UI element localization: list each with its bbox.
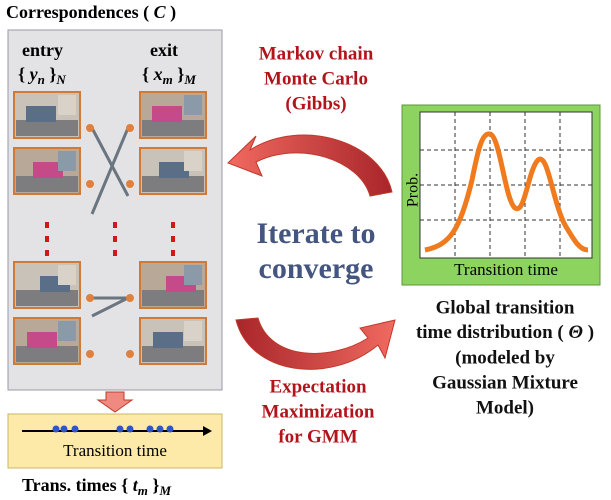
mcmc-label: (Gibbs) xyxy=(285,93,346,114)
arrow-to-panel xyxy=(228,135,392,196)
ellipsis-dot xyxy=(45,236,49,242)
match-dot xyxy=(86,350,94,358)
thumbnail-building xyxy=(58,95,76,115)
caption: Model) xyxy=(476,397,534,418)
match-dot xyxy=(86,180,94,188)
bottom-caption: Trans. times { tm }M xyxy=(22,475,172,500)
ellipsis-dot xyxy=(113,222,117,228)
thumbnail-building xyxy=(58,321,76,341)
thumbnail-road xyxy=(142,346,204,362)
caption: Gaussian Mixture xyxy=(432,372,578,393)
time-axis-label: Transition time xyxy=(63,441,167,460)
caption: time distribution ( Θ ) xyxy=(416,322,594,343)
thumbnail-building xyxy=(58,265,76,285)
thumbnail-vehicle xyxy=(153,332,183,348)
ellipsis-dot xyxy=(45,250,49,256)
thumbnail-building xyxy=(184,321,202,341)
thumbnail-road xyxy=(16,290,78,306)
ellipsis-dot xyxy=(45,222,49,228)
diagram: Correspondences ( C ) entry exit { yn }N… xyxy=(0,0,611,500)
thumbnail-vehicle xyxy=(152,106,182,122)
thumbnail-road xyxy=(142,120,204,136)
thumbnail-road xyxy=(16,176,78,192)
match-dot xyxy=(126,294,134,302)
panel-title: Correspondences ( C ) xyxy=(6,2,176,23)
match-dot xyxy=(86,294,94,302)
match-dot xyxy=(126,180,134,188)
center-label: converge xyxy=(259,252,374,285)
em-label: Expectation xyxy=(269,376,367,397)
ellipsis-dot xyxy=(171,236,175,242)
match-dot xyxy=(86,124,94,132)
em-label: Maximization xyxy=(262,401,375,422)
thumbnail-road xyxy=(16,120,78,136)
em-label: for GMM xyxy=(278,426,357,447)
down-arrow xyxy=(98,392,132,412)
caption: (modeled by xyxy=(455,347,555,368)
entry-label: entry xyxy=(22,40,63,60)
exit-label: exit xyxy=(150,40,178,60)
match-dot xyxy=(126,124,134,132)
thumbnail-building xyxy=(184,265,202,285)
mcmc-label: Monte Carlo xyxy=(264,68,368,89)
thumbnail-road xyxy=(142,176,204,192)
ellipsis-dot xyxy=(113,236,117,242)
ellipsis-dot xyxy=(171,250,175,256)
thumbnail-building xyxy=(184,95,202,115)
caption: Global transition xyxy=(436,297,575,318)
y-label: Prob. xyxy=(405,173,422,207)
thumbnail-road xyxy=(16,346,78,362)
thumbnail-vehicle xyxy=(26,106,56,122)
thumbnail-road xyxy=(142,290,204,306)
thumbnail-building xyxy=(184,151,202,171)
ellipsis-dot xyxy=(171,222,175,228)
x-label: Transition time xyxy=(454,260,558,279)
match-dot xyxy=(126,350,134,358)
center-label: Iterate to xyxy=(256,217,375,250)
mcmc-label: Markov chain xyxy=(259,43,374,64)
ellipsis-dot xyxy=(113,250,117,256)
thumbnail-vehicle xyxy=(27,332,57,348)
thumbnail-building xyxy=(58,151,76,171)
arrow-to-plot xyxy=(236,318,395,369)
